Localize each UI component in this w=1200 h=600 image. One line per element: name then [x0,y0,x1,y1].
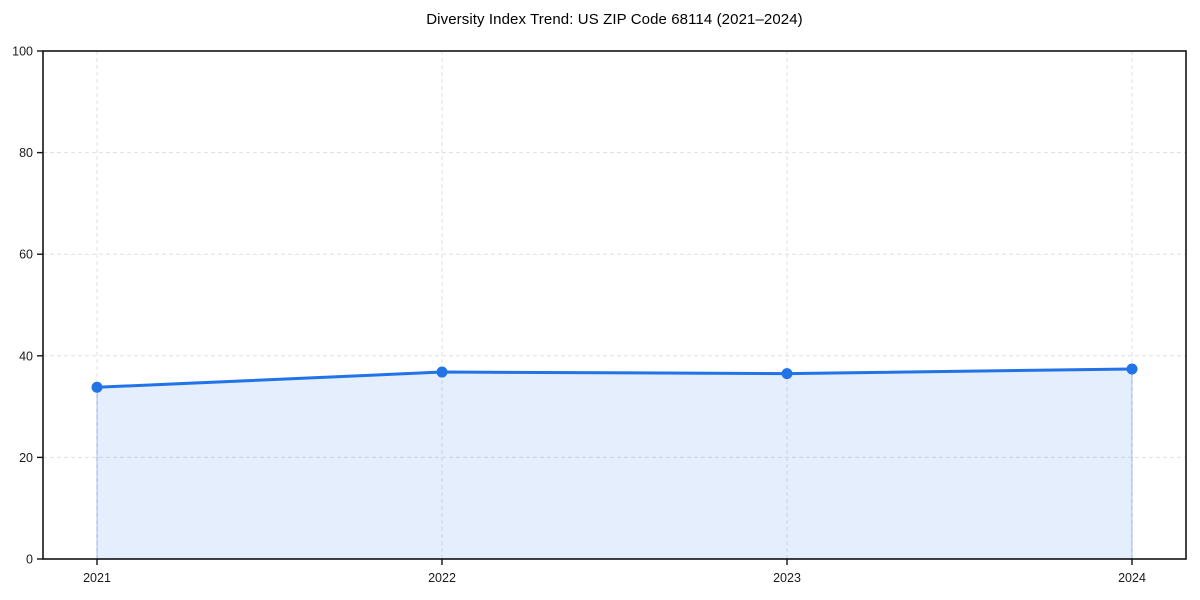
x-tick-label: 2022 [428,571,456,585]
y-tick-label: 80 [19,146,33,160]
y-tick-label: 100 [12,45,33,59]
data-point-marker [436,366,448,378]
data-point-marker [1126,363,1138,375]
data-point-marker [91,381,103,393]
x-tick-label: 2023 [773,571,801,585]
x-tick-label: 2024 [1118,571,1146,585]
y-tick-label: 40 [19,349,33,363]
y-tick-label: 60 [19,248,33,262]
area-fill [96,368,1133,560]
x-tick-label: 2021 [83,571,111,585]
chart-title: Diversity Index Trend: US ZIP Code 68114… [426,11,803,28]
plot-border [42,50,1187,560]
y-tick-label: 0 [26,553,33,567]
data-point-marker [781,368,793,380]
y-tick-label: 20 [19,451,33,465]
trend-line [95,367,1134,389]
